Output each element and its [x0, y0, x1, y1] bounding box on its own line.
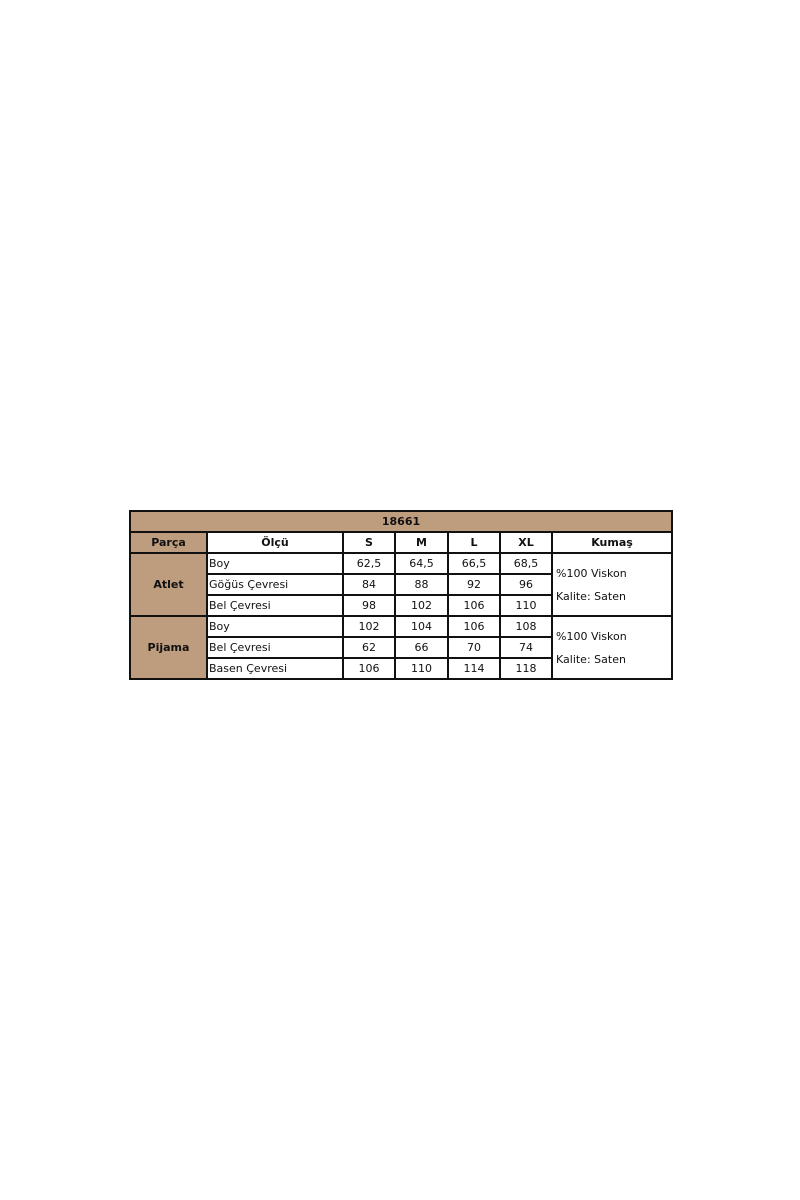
value-xl: 118 [499, 657, 553, 680]
measure-label: Boy [206, 552, 344, 575]
header-size-m: M [394, 531, 449, 554]
value-xl: 96 [499, 573, 553, 596]
value-s: 106 [342, 657, 396, 680]
header-fabric: Kumaş [550, 531, 674, 554]
part-atlet: Atlet [129, 552, 208, 617]
table-row: Pijama Boy 102 104 106 108 %100 Viskon K… [129, 615, 674, 680]
fabric-composition: %100 Viskon [556, 629, 627, 643]
fabric-composition: %100 Viskon [556, 566, 627, 580]
value-xl: 74 [499, 636, 553, 659]
product-code: 18661 [128, 510, 674, 533]
table-row: Bel Çevresi 98 102 106 110 [130, 594, 672, 617]
value-m: 66 [394, 636, 449, 659]
table-row: Göğüs Çevresi 84 88 92 96 [130, 573, 672, 596]
value-m: 88 [394, 573, 449, 596]
fabric-quality: Kalite: Saten [556, 589, 626, 603]
value-xl: 110 [499, 594, 553, 617]
value-l: 66,5 [447, 552, 501, 575]
value-s: 98 [342, 594, 396, 617]
value-xl: 108 [499, 615, 553, 638]
value-m: 104 [394, 615, 449, 638]
value-l: 70 [447, 636, 501, 659]
fabric-cell: %100 Viskon Kalite: Saten [550, 615, 674, 680]
value-l: 114 [447, 657, 501, 680]
header-part: Parça [129, 531, 208, 554]
part-pijama: Pijama [129, 615, 208, 680]
header-measure: Ölçü [206, 531, 344, 554]
value-m: 110 [394, 657, 449, 680]
value-m: 64,5 [394, 552, 449, 575]
measure-label: Bel Çevresi [206, 594, 344, 617]
table-row: Basen Çevresi 106 110 114 118 [130, 657, 672, 680]
header-size-s: S [342, 531, 396, 554]
fabric-quality: Kalite: Saten [556, 652, 626, 666]
value-s: 62 [342, 636, 396, 659]
size-chart-table: 18661 Parça Ölçü S M L XL Kumaş Atlet Bo… [128, 510, 674, 680]
fabric-cell: %100 Viskon Kalite: Saten [550, 552, 674, 617]
value-l: 106 [447, 615, 501, 638]
header-size-xl: XL [499, 531, 553, 554]
value-s: 62,5 [342, 552, 396, 575]
measure-label: Basen Çevresi [206, 657, 344, 680]
measure-label: Bel Çevresi [206, 636, 344, 659]
value-l: 92 [447, 573, 501, 596]
value-xl: 68,5 [499, 552, 553, 575]
value-m: 102 [394, 594, 449, 617]
measure-label: Boy [206, 615, 344, 638]
value-s: 84 [342, 573, 396, 596]
table-row: Bel Çevresi 62 66 70 74 [130, 636, 672, 659]
value-s: 102 [342, 615, 396, 638]
value-l: 106 [447, 594, 501, 617]
table-row: Atlet Boy 62,5 64,5 66,5 68,5 %100 Visko… [129, 552, 674, 617]
header-size-l: L [447, 531, 501, 554]
measure-label: Göğüs Çevresi [206, 573, 344, 596]
